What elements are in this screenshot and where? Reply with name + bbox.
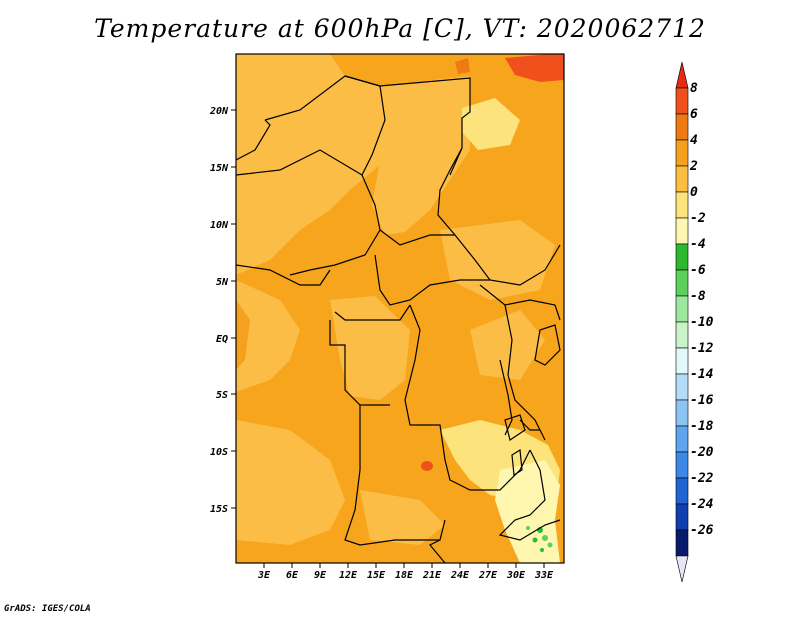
lon-label-15e: 15E	[367, 570, 386, 581]
colorbar-segment	[675, 321, 689, 349]
colorbar-segment	[675, 191, 689, 219]
lon-label-9e: 9E	[314, 570, 327, 581]
colorbar-label-neg4: -4	[690, 237, 706, 252]
colorbar-segment	[675, 425, 689, 453]
colorbar-segment	[675, 165, 689, 193]
colorbar-segment	[675, 451, 689, 479]
lon-label-3e: 3E	[257, 570, 271, 581]
grads-credit: GrADS: IGES/COLA	[4, 604, 91, 614]
colorbar-segment	[675, 243, 689, 271]
colorbar-label-neg22: -22	[690, 471, 714, 486]
colorbar-segment	[675, 373, 689, 401]
colorbar-segment	[675, 347, 689, 375]
colorbar-segment	[675, 529, 689, 557]
colorbar-bottom-arrow	[675, 555, 689, 583]
colorbar-label-neg24: -24	[690, 497, 714, 512]
colorbar-label-neg8: -8	[690, 289, 706, 304]
longitude-axis: 3E 6E 9E 12E 15E 18E 21E 24E 27E 30E 33E	[257, 563, 554, 581]
lat-label-15s: 15S	[210, 504, 228, 515]
map-frame	[235, 53, 565, 564]
colorbar-segment	[675, 139, 689, 167]
lon-label-6e: 6E	[286, 570, 299, 581]
colorbar-segments	[675, 61, 689, 583]
lat-label-10s: 10S	[210, 447, 228, 458]
colorbar-segment	[675, 295, 689, 323]
temperature-field	[236, 54, 564, 563]
lon-label-18e: 18E	[395, 570, 414, 581]
colorbar-label-neg2: -2	[690, 211, 706, 226]
colorbar: 8 6 4 2 0 -2 -4 -6 -8 -10 -12 -14 -16 -1…	[675, 61, 714, 583]
lat-label-20n: 20N	[209, 106, 229, 117]
lat-label-15n: 15N	[210, 163, 229, 174]
colorbar-segment	[675, 113, 689, 141]
lon-label-12e: 12E	[339, 570, 358, 581]
colorbar-top-arrow	[675, 61, 689, 89]
lat-label-5n: 5N	[216, 277, 229, 288]
lon-label-21e: 21E	[422, 570, 442, 581]
colorbar-label-neg12: -12	[690, 341, 714, 356]
colorbar-label-neg20: -20	[690, 445, 714, 460]
colorbar-labels: 8 6 4 2 0 -2 -4 -6 -8 -10 -12 -14 -16 -1…	[689, 81, 714, 538]
colorbar-segment	[675, 399, 689, 427]
lon-label-27e: 27E	[478, 570, 498, 581]
lon-label-30e: 30E	[506, 570, 526, 581]
map-title: Temperature at 600hPa [C], VT: 202006271…	[94, 14, 706, 43]
lon-label-33e: 33E	[534, 570, 554, 581]
lat-label-eq: EQ	[216, 334, 228, 345]
colorbar-label-neg16: -16	[690, 393, 714, 408]
country-borders	[235, 75, 561, 564]
colorbar-label-neg26: -26	[690, 523, 714, 538]
colorbar-segment	[675, 269, 689, 297]
colorbar-label-neg6: -6	[690, 263, 706, 278]
colorbar-label-neg18: -18	[690, 419, 714, 434]
latitude-axis: 20N 15N 10N 5N EQ 5S 10S 15S	[209, 106, 236, 515]
colorbar-segment	[675, 503, 689, 531]
colorbar-label-2: 2	[689, 159, 698, 174]
colorbar-segment	[675, 217, 689, 245]
colorbar-label-6: 6	[690, 107, 698, 122]
lat-label-5s: 5S	[216, 390, 228, 401]
lat-label-10n: 10N	[210, 220, 229, 231]
colorbar-label-neg10: -10	[690, 315, 714, 330]
colorbar-segment	[675, 477, 689, 505]
lon-label-24e: 24E	[450, 570, 470, 581]
colorbar-label-0: 0	[690, 185, 698, 200]
colorbar-label-4: 4	[690, 133, 698, 148]
colorbar-label-neg14: -14	[690, 367, 714, 382]
colorbar-label-8: 8	[690, 81, 698, 96]
cold-spot-markers	[526, 526, 553, 552]
colorbar-segment	[675, 87, 689, 115]
